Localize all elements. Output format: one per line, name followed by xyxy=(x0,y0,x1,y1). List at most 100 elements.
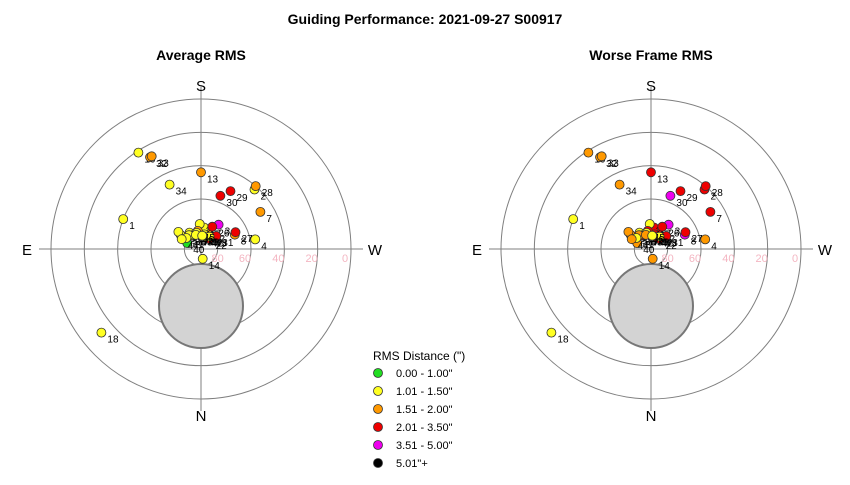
data-point xyxy=(626,234,637,245)
direction-label-left: E xyxy=(22,242,32,259)
panel-title: Worse Frame RMS xyxy=(589,47,712,63)
data-point xyxy=(657,221,668,232)
data-point-label: 41 xyxy=(192,240,204,251)
legend-title: RMS Distance (") xyxy=(373,349,465,363)
data-point-label: 29 xyxy=(687,193,699,204)
legend-label: 3.51 - 5.00" xyxy=(396,440,453,452)
legend-label: 2.01 - 3.50" xyxy=(396,422,453,434)
data-point-label: 31 xyxy=(672,238,684,249)
legend-label: 0.00 - 1.00" xyxy=(396,368,453,380)
data-point xyxy=(614,179,625,190)
ring-tick-label: 20 xyxy=(756,253,768,265)
data-point-label: 4 xyxy=(261,241,267,252)
ring-tick-label: 20 xyxy=(306,253,318,265)
data-point-label: 13 xyxy=(657,174,669,185)
data-point-label: 18 xyxy=(107,335,119,346)
data-point xyxy=(680,227,691,238)
legend-swatch xyxy=(373,368,383,378)
direction-label-top: S xyxy=(646,78,656,95)
legend-swatch xyxy=(373,440,383,450)
direction-label-right: W xyxy=(368,242,383,259)
data-point xyxy=(675,186,686,197)
data-point-label: 3 xyxy=(675,227,681,238)
data-point-label: 42 xyxy=(662,239,674,250)
data-point-label: 31 xyxy=(222,238,234,249)
data-point-label: 42 xyxy=(212,239,224,250)
obstruction-mask xyxy=(158,263,244,349)
polar-panel-1: Average RMS020406080SNEW1234578121314171… xyxy=(22,47,383,425)
ring-tick-label: 80 xyxy=(212,253,224,265)
ring-tick-label: 80 xyxy=(662,253,674,265)
legend-label: 5.01"+ xyxy=(396,458,428,470)
direction-label-top: S xyxy=(196,78,206,95)
data-point-label: 18 xyxy=(557,335,569,346)
legend-swatch xyxy=(373,422,383,432)
data-point-label: 32 xyxy=(156,159,168,170)
data-point xyxy=(196,167,206,178)
data-point xyxy=(583,147,594,158)
data-point-label: 40 xyxy=(193,245,205,256)
data-point-label: 4 xyxy=(711,241,717,252)
figure-title: Guiding Performance: 2021-09-27 S00917 xyxy=(288,11,563,27)
data-point xyxy=(596,151,607,162)
data-point-label: 22 xyxy=(216,241,228,252)
ring-tick-label: 40 xyxy=(272,253,284,265)
direction-label-right: W xyxy=(818,242,833,259)
data-point-label: 1 xyxy=(579,221,585,232)
data-point-label: 20 xyxy=(210,236,222,247)
legend-label: 1.01 - 1.50" xyxy=(396,386,453,398)
data-point-label: 1 xyxy=(129,221,135,232)
data-point-label: 28 xyxy=(262,188,274,199)
data-point-label: 28 xyxy=(712,188,724,199)
data-point-label: 2 xyxy=(261,192,267,203)
data-point xyxy=(646,167,656,178)
data-point-label: 38 xyxy=(195,237,207,248)
data-point-label: 37 xyxy=(647,237,659,248)
legend-swatch xyxy=(373,458,383,468)
legend-label: 1.51 - 2.00" xyxy=(396,404,453,416)
data-point xyxy=(250,234,261,245)
data-point-label: 7 xyxy=(266,214,272,225)
data-point xyxy=(647,230,658,241)
ring-tick-label: 40 xyxy=(722,253,734,265)
data-point-label: 38 xyxy=(645,237,657,248)
data-point-label: 33 xyxy=(608,158,620,169)
data-point-label: 3 xyxy=(225,227,231,238)
legend-swatch xyxy=(373,404,383,414)
data-point-label: 34 xyxy=(626,187,638,198)
ring-tick-label: 0 xyxy=(342,253,348,265)
data-point-label: 8 xyxy=(691,237,697,248)
data-point-label: 5 xyxy=(651,237,657,248)
data-point-label: 46 xyxy=(203,235,215,246)
ring-tick-label: 60 xyxy=(689,253,701,265)
ring-tick-label: 60 xyxy=(239,253,251,265)
data-point-label: 43 xyxy=(666,239,678,250)
data-point xyxy=(568,214,579,225)
data-point-label: 45 xyxy=(654,233,666,244)
data-point xyxy=(197,253,208,264)
data-point-label: 22 xyxy=(666,241,678,252)
panel-title: Average RMS xyxy=(156,47,246,63)
data-point xyxy=(700,181,711,192)
data-point-label: 40 xyxy=(643,245,655,256)
data-point-label: 34 xyxy=(176,187,188,198)
data-point-label: 45 xyxy=(204,233,216,244)
data-point-label: 20 xyxy=(660,236,672,247)
data-point xyxy=(546,327,557,338)
ring-tick-label: 0 xyxy=(792,253,798,265)
data-point xyxy=(250,181,261,192)
data-point-label: 44 xyxy=(188,241,200,252)
data-point-label: 26 xyxy=(218,229,230,240)
obstruction-mask xyxy=(608,263,694,349)
data-point-label: 32 xyxy=(606,159,618,170)
data-point xyxy=(164,179,175,190)
data-point xyxy=(207,221,218,232)
data-point xyxy=(705,206,716,217)
data-point-label: 29 xyxy=(237,193,249,204)
data-point-label: 33 xyxy=(158,158,170,169)
data-point xyxy=(176,234,187,245)
data-point-label: 8 xyxy=(241,237,247,248)
data-point-label: 39 xyxy=(207,238,219,249)
